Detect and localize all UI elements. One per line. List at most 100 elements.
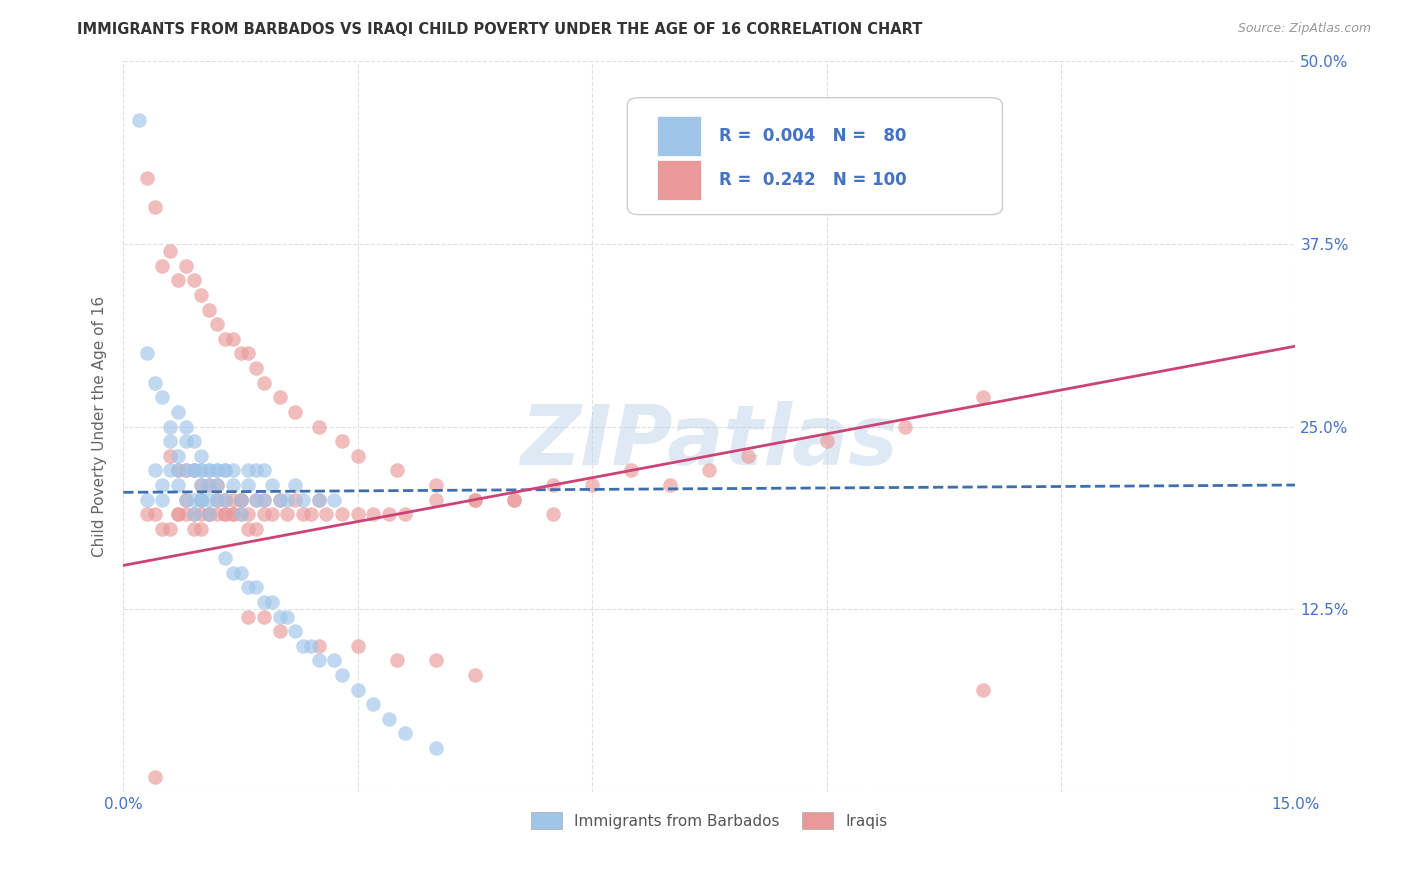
Point	[167, 405, 190, 419]
Point	[167, 508, 190, 522]
Point	[143, 200, 166, 214]
Point	[330, 434, 353, 449]
Point	[464, 668, 486, 682]
Point	[205, 508, 228, 522]
Point	[128, 112, 150, 127]
Point	[222, 463, 245, 477]
Point	[464, 492, 486, 507]
Point	[205, 317, 228, 331]
Point	[143, 770, 166, 784]
Point	[198, 478, 221, 492]
Point	[425, 741, 447, 756]
Point	[198, 478, 221, 492]
Point	[253, 492, 276, 507]
Point	[167, 449, 190, 463]
Point	[269, 492, 291, 507]
Point	[284, 492, 307, 507]
Point	[183, 463, 205, 477]
Point	[159, 449, 181, 463]
Point	[253, 376, 276, 390]
Point	[174, 463, 197, 477]
Point	[308, 492, 330, 507]
Point	[222, 492, 245, 507]
Point	[425, 653, 447, 667]
Point	[245, 463, 267, 477]
Point	[253, 463, 276, 477]
Y-axis label: Child Poverty Under the Age of 16: Child Poverty Under the Age of 16	[93, 296, 107, 558]
Point	[214, 508, 236, 522]
Point	[214, 492, 236, 507]
Point	[174, 434, 197, 449]
Point	[174, 508, 197, 522]
Point	[503, 492, 526, 507]
Point	[167, 463, 190, 477]
Point	[253, 609, 276, 624]
Point	[253, 492, 276, 507]
Point	[174, 259, 197, 273]
Point	[205, 478, 228, 492]
Point	[167, 273, 190, 287]
Point	[174, 492, 197, 507]
Point	[198, 492, 221, 507]
Point	[503, 492, 526, 507]
Bar	[657, 160, 702, 200]
Point	[190, 492, 212, 507]
Point	[284, 478, 307, 492]
Point	[346, 682, 368, 697]
Point	[205, 463, 228, 477]
Point	[269, 624, 291, 639]
Text: IMMIGRANTS FROM BARBADOS VS IRAQI CHILD POVERTY UNDER THE AGE OF 16 CORRELATION : IMMIGRANTS FROM BARBADOS VS IRAQI CHILD …	[77, 22, 922, 37]
Point	[214, 551, 236, 566]
Point	[253, 595, 276, 609]
Point	[260, 595, 283, 609]
Point	[198, 508, 221, 522]
Point	[174, 463, 197, 477]
Point	[183, 434, 205, 449]
Point	[183, 492, 205, 507]
Point	[238, 609, 260, 624]
Point	[284, 624, 307, 639]
Point	[183, 508, 205, 522]
Text: R =  0.004   N =   80: R = 0.004 N = 80	[718, 128, 905, 145]
Point	[394, 508, 416, 522]
Point	[222, 478, 245, 492]
Point	[167, 508, 190, 522]
Point	[308, 419, 330, 434]
Point	[276, 508, 298, 522]
Point	[229, 508, 252, 522]
Point	[308, 653, 330, 667]
Point	[214, 508, 236, 522]
Point	[245, 492, 267, 507]
Point	[394, 726, 416, 740]
Point	[229, 492, 252, 507]
Point	[190, 492, 212, 507]
Point	[159, 244, 181, 259]
Point	[198, 463, 221, 477]
Point	[214, 463, 236, 477]
Point	[150, 522, 173, 536]
Point	[378, 508, 401, 522]
Point	[346, 639, 368, 653]
Point	[167, 478, 190, 492]
Point	[205, 492, 228, 507]
Point	[245, 361, 267, 376]
Point	[245, 580, 267, 594]
Point	[190, 449, 212, 463]
Point	[167, 463, 190, 477]
Point	[659, 478, 682, 492]
Point	[541, 508, 564, 522]
Point	[183, 463, 205, 477]
Point	[620, 463, 643, 477]
Point	[150, 259, 173, 273]
Text: R =  0.242   N = 100: R = 0.242 N = 100	[718, 171, 907, 189]
Point	[276, 609, 298, 624]
Point	[229, 492, 252, 507]
Point	[292, 639, 315, 653]
Point	[330, 668, 353, 682]
Point	[284, 405, 307, 419]
Point	[222, 332, 245, 346]
Point	[150, 478, 173, 492]
Point	[238, 463, 260, 477]
Point	[315, 508, 337, 522]
Point	[183, 508, 205, 522]
